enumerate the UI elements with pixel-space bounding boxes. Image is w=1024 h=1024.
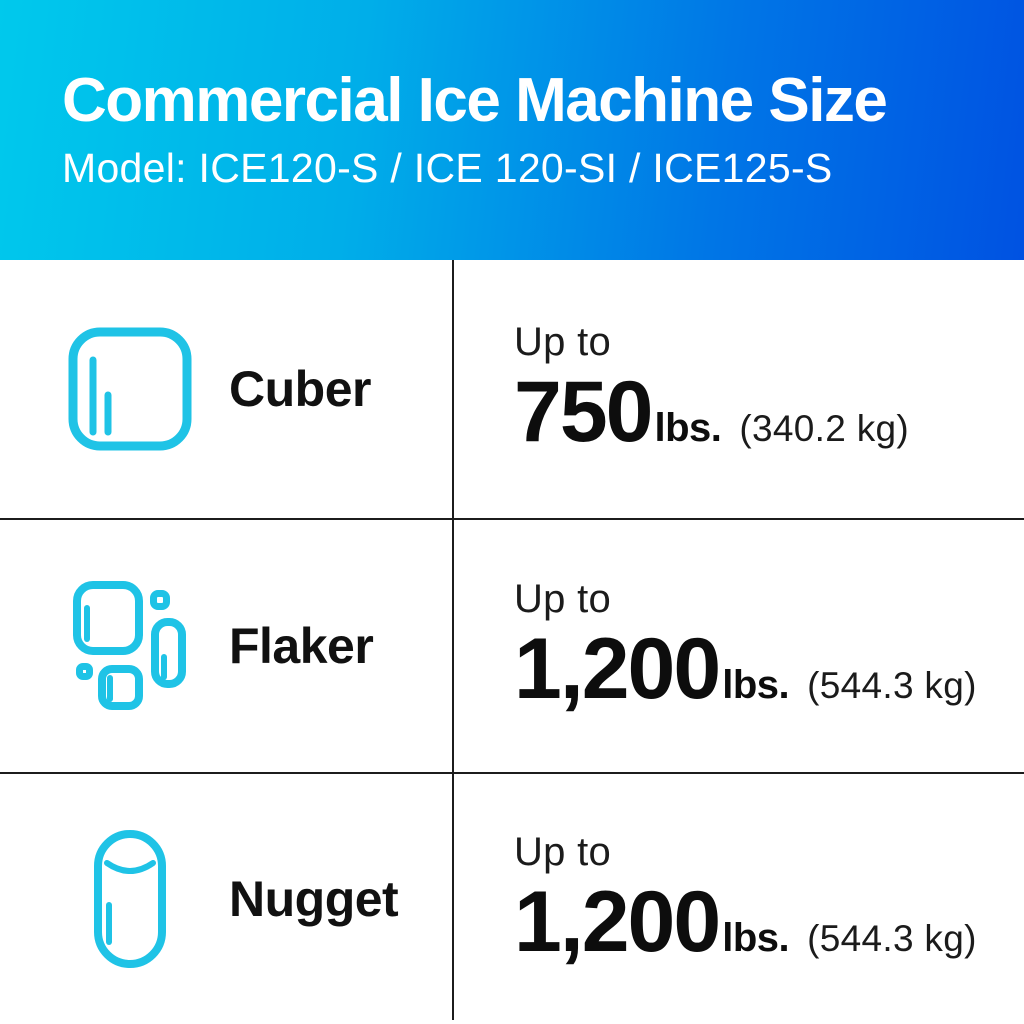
capacity-unit: lbs. (722, 916, 790, 961)
capacity-value: 1,200 (514, 621, 721, 718)
capacity-value: 1,200 (514, 874, 721, 971)
header-banner: Commercial Ice Machine Size Model: ICE12… (0, 0, 1024, 260)
capacity-unit: lbs. (654, 406, 722, 451)
ice-type-label: Nugget (229, 871, 399, 927)
nugget-type-cell: Nugget (0, 774, 452, 1024)
flaker-ice-icon (63, 581, 197, 711)
capacity-line: 1,200 lbs. (544.3 kg) (514, 874, 1024, 971)
ice-type-label: Flaker (229, 618, 374, 674)
capacity-unit: lbs. (722, 663, 790, 708)
cuber-ice-icon (63, 327, 197, 451)
capacity-metric: (340.2 kg) (739, 408, 909, 450)
capacity-prefix: Up to (514, 830, 612, 875)
model-subtitle: Model: ICE120-S / ICE 120-SI / ICE125-S (62, 144, 833, 191)
capacity-line: 750 lbs. (340.2 kg) (514, 364, 1024, 461)
capacity-prefix: Up to (514, 577, 612, 622)
capacity-value: 750 (514, 364, 653, 461)
flaker-capacity-cell: Up to 1,200 lbs. (544.3 kg) (452, 520, 1024, 772)
nugget-capacity-cell: Up to 1,200 lbs. (544.3 kg) (452, 774, 1024, 1024)
flaker-type-cell: Flaker (0, 520, 452, 772)
cuber-type-cell: Cuber (0, 260, 452, 518)
capacity-prefix: Up to (514, 320, 612, 365)
table-row-cuber: Cuber Up to 750 lbs. (340.2 kg) (0, 260, 1024, 518)
ice-type-label: Cuber (229, 361, 371, 417)
size-table: Cuber Up to 750 lbs. (340.2 kg) (0, 260, 1024, 1024)
table-row-flaker: Flaker Up to 1,200 lbs. (544.3 kg) (0, 518, 1024, 772)
capacity-line: 1,200 lbs. (544.3 kg) (514, 621, 1024, 718)
cuber-capacity-cell: Up to 750 lbs. (340.2 kg) (452, 260, 1024, 518)
nugget-ice-icon (63, 830, 197, 968)
table-row-nugget: Nugget Up to 1,200 lbs. (544.3 kg) (0, 772, 1024, 1024)
capacity-metric: (544.3 kg) (807, 918, 977, 960)
capacity-metric: (544.3 kg) (807, 665, 977, 707)
vertical-divider (452, 260, 454, 1020)
page-title: Commercial Ice Machine Size (62, 66, 888, 136)
